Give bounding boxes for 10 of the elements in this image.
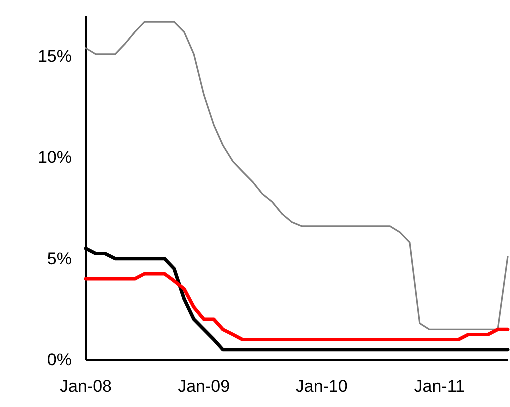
x-tick-label: Jan-09: [178, 377, 230, 396]
y-tick-label: 15%: [38, 46, 72, 66]
y-tick-label: 5%: [47, 249, 72, 268]
line-series: [84, 272, 510, 342]
x-tick-label: Jan-08: [60, 377, 112, 396]
y-tick-label: 0%: [47, 350, 72, 370]
x-tick-label: Jan-11: [414, 377, 465, 396]
x-tick-label: Jan-10: [296, 377, 348, 396]
y-tick-label: 10%: [38, 148, 72, 168]
line-series: [85, 21, 509, 330]
